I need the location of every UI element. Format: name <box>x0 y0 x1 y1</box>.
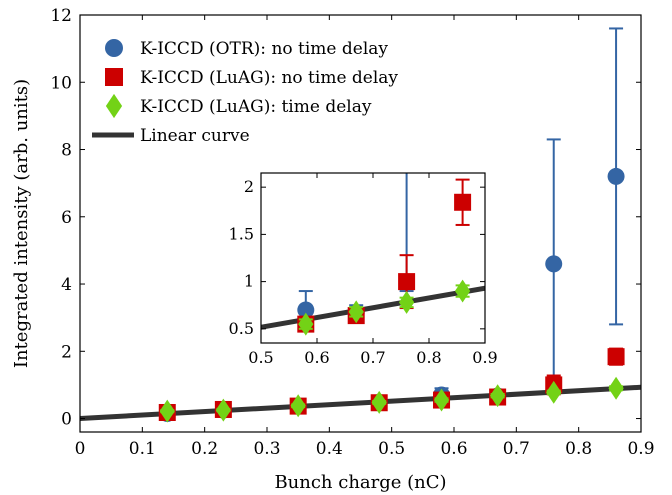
legend-marker <box>105 68 123 86</box>
legend-label: K-ICCD (LuAG): time delay <box>140 97 372 117</box>
y-tick-label: 4 <box>61 275 72 295</box>
data-point <box>489 384 506 408</box>
data-point <box>169 333 186 350</box>
x-tick-label: 0 <box>75 439 86 459</box>
legend-marker <box>105 93 123 119</box>
legend: K-ICCD (OTR): no time delay K-ICCD (LuAG)… <box>92 39 398 146</box>
data-point <box>290 394 306 418</box>
data-point <box>398 273 416 291</box>
y-tick-label: 2 <box>61 342 72 362</box>
x-axis-label: Bunch charge (nC) <box>274 472 446 493</box>
x-tick-label: 0.6 <box>440 439 467 459</box>
data-point <box>215 398 232 422</box>
y-tick-label: 0 <box>61 410 72 430</box>
series-3 <box>159 376 624 423</box>
legend-marker <box>105 39 123 57</box>
inset-y-tick-label: 1.5 <box>229 224 254 243</box>
data-point <box>608 376 624 400</box>
data-point <box>298 312 314 336</box>
data-point <box>545 255 563 273</box>
y-tick-label: 6 <box>61 208 72 228</box>
inset-x-tick-label: 0.6 <box>304 348 329 367</box>
series-layer <box>101 173 472 364</box>
data-point <box>546 380 562 404</box>
legend-label: Linear curve <box>140 126 250 146</box>
inset-x-tick-label: 0.5 <box>248 348 273 367</box>
data-point <box>398 290 415 314</box>
inset-x-tick-label: 0.7 <box>360 348 385 367</box>
data-point <box>159 399 175 423</box>
main-plot-frame <box>79 14 642 433</box>
data-point <box>454 279 471 303</box>
x-tick-label: 0.8 <box>565 439 592 459</box>
data-point <box>101 342 118 359</box>
data-point <box>297 301 315 319</box>
inset-y-tick-label: 0.5 <box>229 319 254 338</box>
data-point <box>102 341 117 364</box>
y-tick-label: 12 <box>50 6 72 26</box>
inset-x-tick-label: 0.8 <box>416 348 441 367</box>
x-tick-label: 0.9 <box>627 439 654 459</box>
data-point <box>371 390 387 414</box>
x-tick-label: 0.2 <box>191 439 218 459</box>
x-tick-label: 0.1 <box>129 439 156 459</box>
data-point <box>169 333 186 350</box>
inset-chart: 0.5 0.6 0.7 0.8 0.9 0.5 1 1.5 2 <box>101 172 498 367</box>
data-point <box>169 329 184 352</box>
inset-background <box>261 173 485 343</box>
y-tick-label: 10 <box>50 73 72 93</box>
inset-y-tick-label: 1 <box>244 272 254 291</box>
x-tick-label: 0.3 <box>253 439 280 459</box>
inset-x-tick-label: 0.9 <box>472 348 497 367</box>
x-tick-label: 0.4 <box>316 439 343 459</box>
inset-y-tick-label: 2 <box>244 177 254 196</box>
data-point <box>607 167 625 185</box>
legend-label: K-ICCD (LuAG): no time delay <box>140 68 398 88</box>
data-point <box>433 388 450 412</box>
x-tick-label: 0.5 <box>378 439 405 459</box>
series-layer <box>158 27 625 423</box>
y-tick-label: 8 <box>61 141 72 161</box>
data-point <box>454 193 472 211</box>
legend-label: K-ICCD (OTR): no time delay <box>140 39 388 59</box>
data-point <box>607 348 625 366</box>
data-point <box>101 344 118 361</box>
data-point <box>348 300 364 324</box>
x-tick-label: 0.7 <box>503 439 530 459</box>
y-axis-label: Integrated intensity (arb. units) <box>11 79 32 368</box>
series-3 <box>102 279 471 364</box>
